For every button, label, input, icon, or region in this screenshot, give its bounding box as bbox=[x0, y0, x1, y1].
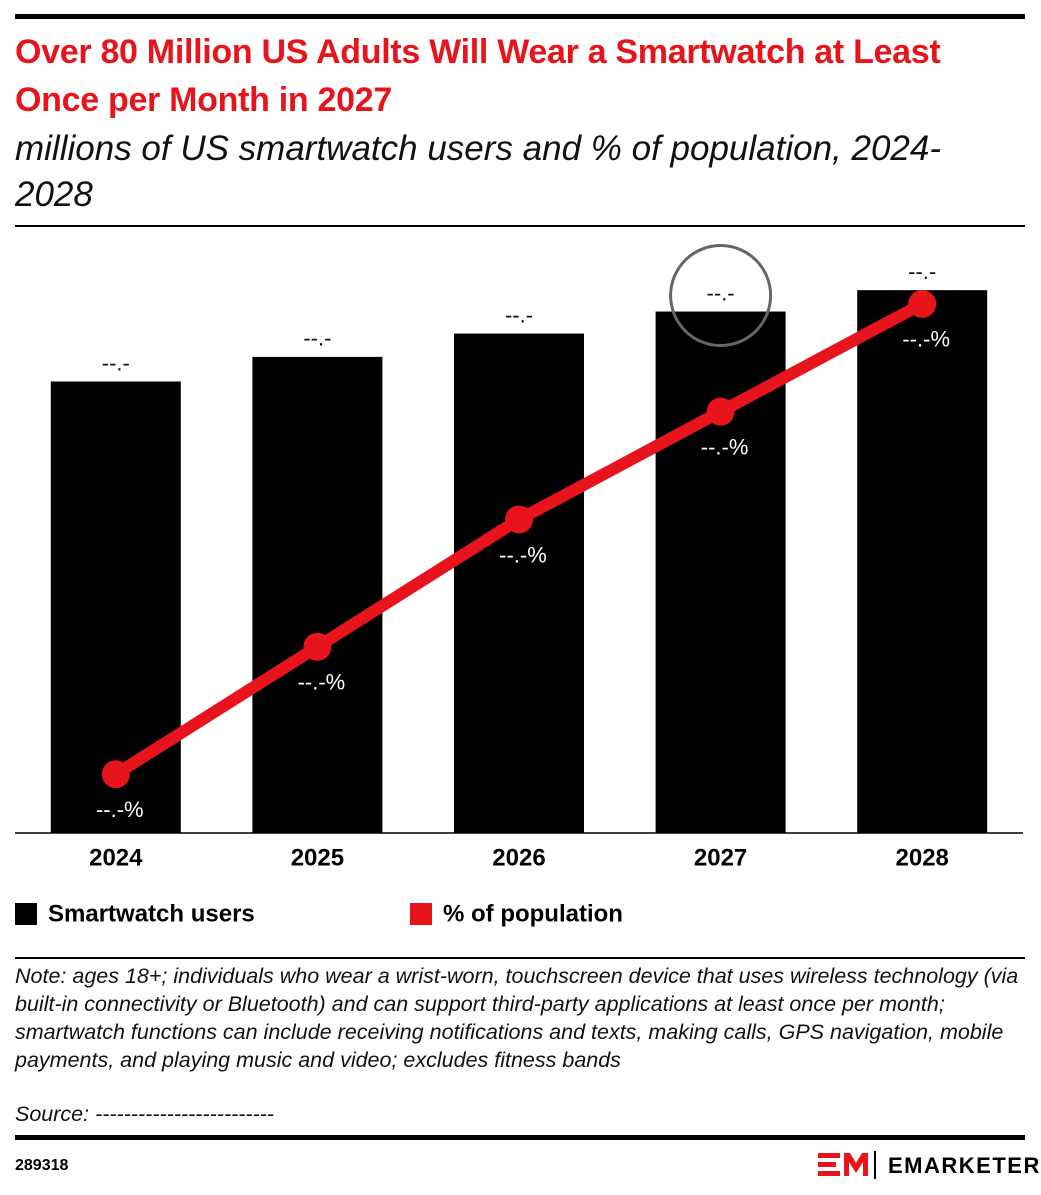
source: Source: ------------------------- bbox=[15, 1102, 275, 1126]
line-point bbox=[505, 505, 533, 534]
rule bbox=[15, 225, 1025, 227]
note: Note: ages 18+; individuals who wear a w… bbox=[15, 964, 1019, 1072]
bar bbox=[252, 356, 383, 833]
line-point bbox=[303, 632, 332, 661]
line-point bbox=[908, 289, 937, 318]
x-tick-label: 2026 bbox=[492, 844, 545, 871]
bar bbox=[857, 290, 988, 833]
line-value-label: --.-% bbox=[96, 797, 144, 822]
rule bbox=[15, 957, 1025, 959]
brand: EMARKETER bbox=[888, 1153, 1041, 1178]
bar-value-label: --.- bbox=[707, 280, 735, 305]
x-tick-label: 2024 bbox=[89, 844, 143, 871]
line-value-label: --.-% bbox=[499, 542, 547, 567]
line-value-label: --.-% bbox=[902, 327, 950, 352]
bar-value-label: --.- bbox=[102, 350, 130, 375]
chart-subtitle: millions of US smartwatch users and % of… bbox=[15, 129, 942, 214]
logo bbox=[818, 1151, 876, 1179]
x-tick-label: 2027 bbox=[694, 844, 747, 871]
highlight-circle bbox=[669, 244, 773, 348]
line-value-label: --.-% bbox=[701, 434, 749, 459]
bar-value-label: --.- bbox=[303, 326, 331, 351]
bar-value-label: --.- bbox=[908, 259, 936, 284]
legend-label: Smartwatch users bbox=[48, 900, 255, 927]
top-rule bbox=[15, 14, 1025, 19]
x-tick-label: 2025 bbox=[291, 844, 344, 871]
line-point bbox=[101, 760, 130, 789]
chart-title: Over 80 Million US Adults Will Wear a Sm… bbox=[15, 33, 941, 119]
x-tick-label: 2028 bbox=[896, 844, 949, 871]
bar bbox=[454, 333, 584, 833]
line-value-label: --.-% bbox=[298, 670, 346, 695]
legend-swatch bbox=[15, 903, 37, 925]
bar bbox=[50, 381, 181, 833]
chart: --.- --.- --.- --.- --.- --.-% --.-% --.-% --.-%… bbox=[15, 244, 1023, 927]
chart-id: 289318 bbox=[15, 1157, 69, 1174]
line-point bbox=[706, 397, 735, 426]
legend-swatch bbox=[410, 903, 432, 925]
bar-value-label: --.- bbox=[505, 302, 533, 327]
legend-label: % of population bbox=[443, 900, 623, 927]
bottom-rule bbox=[15, 1135, 1025, 1140]
